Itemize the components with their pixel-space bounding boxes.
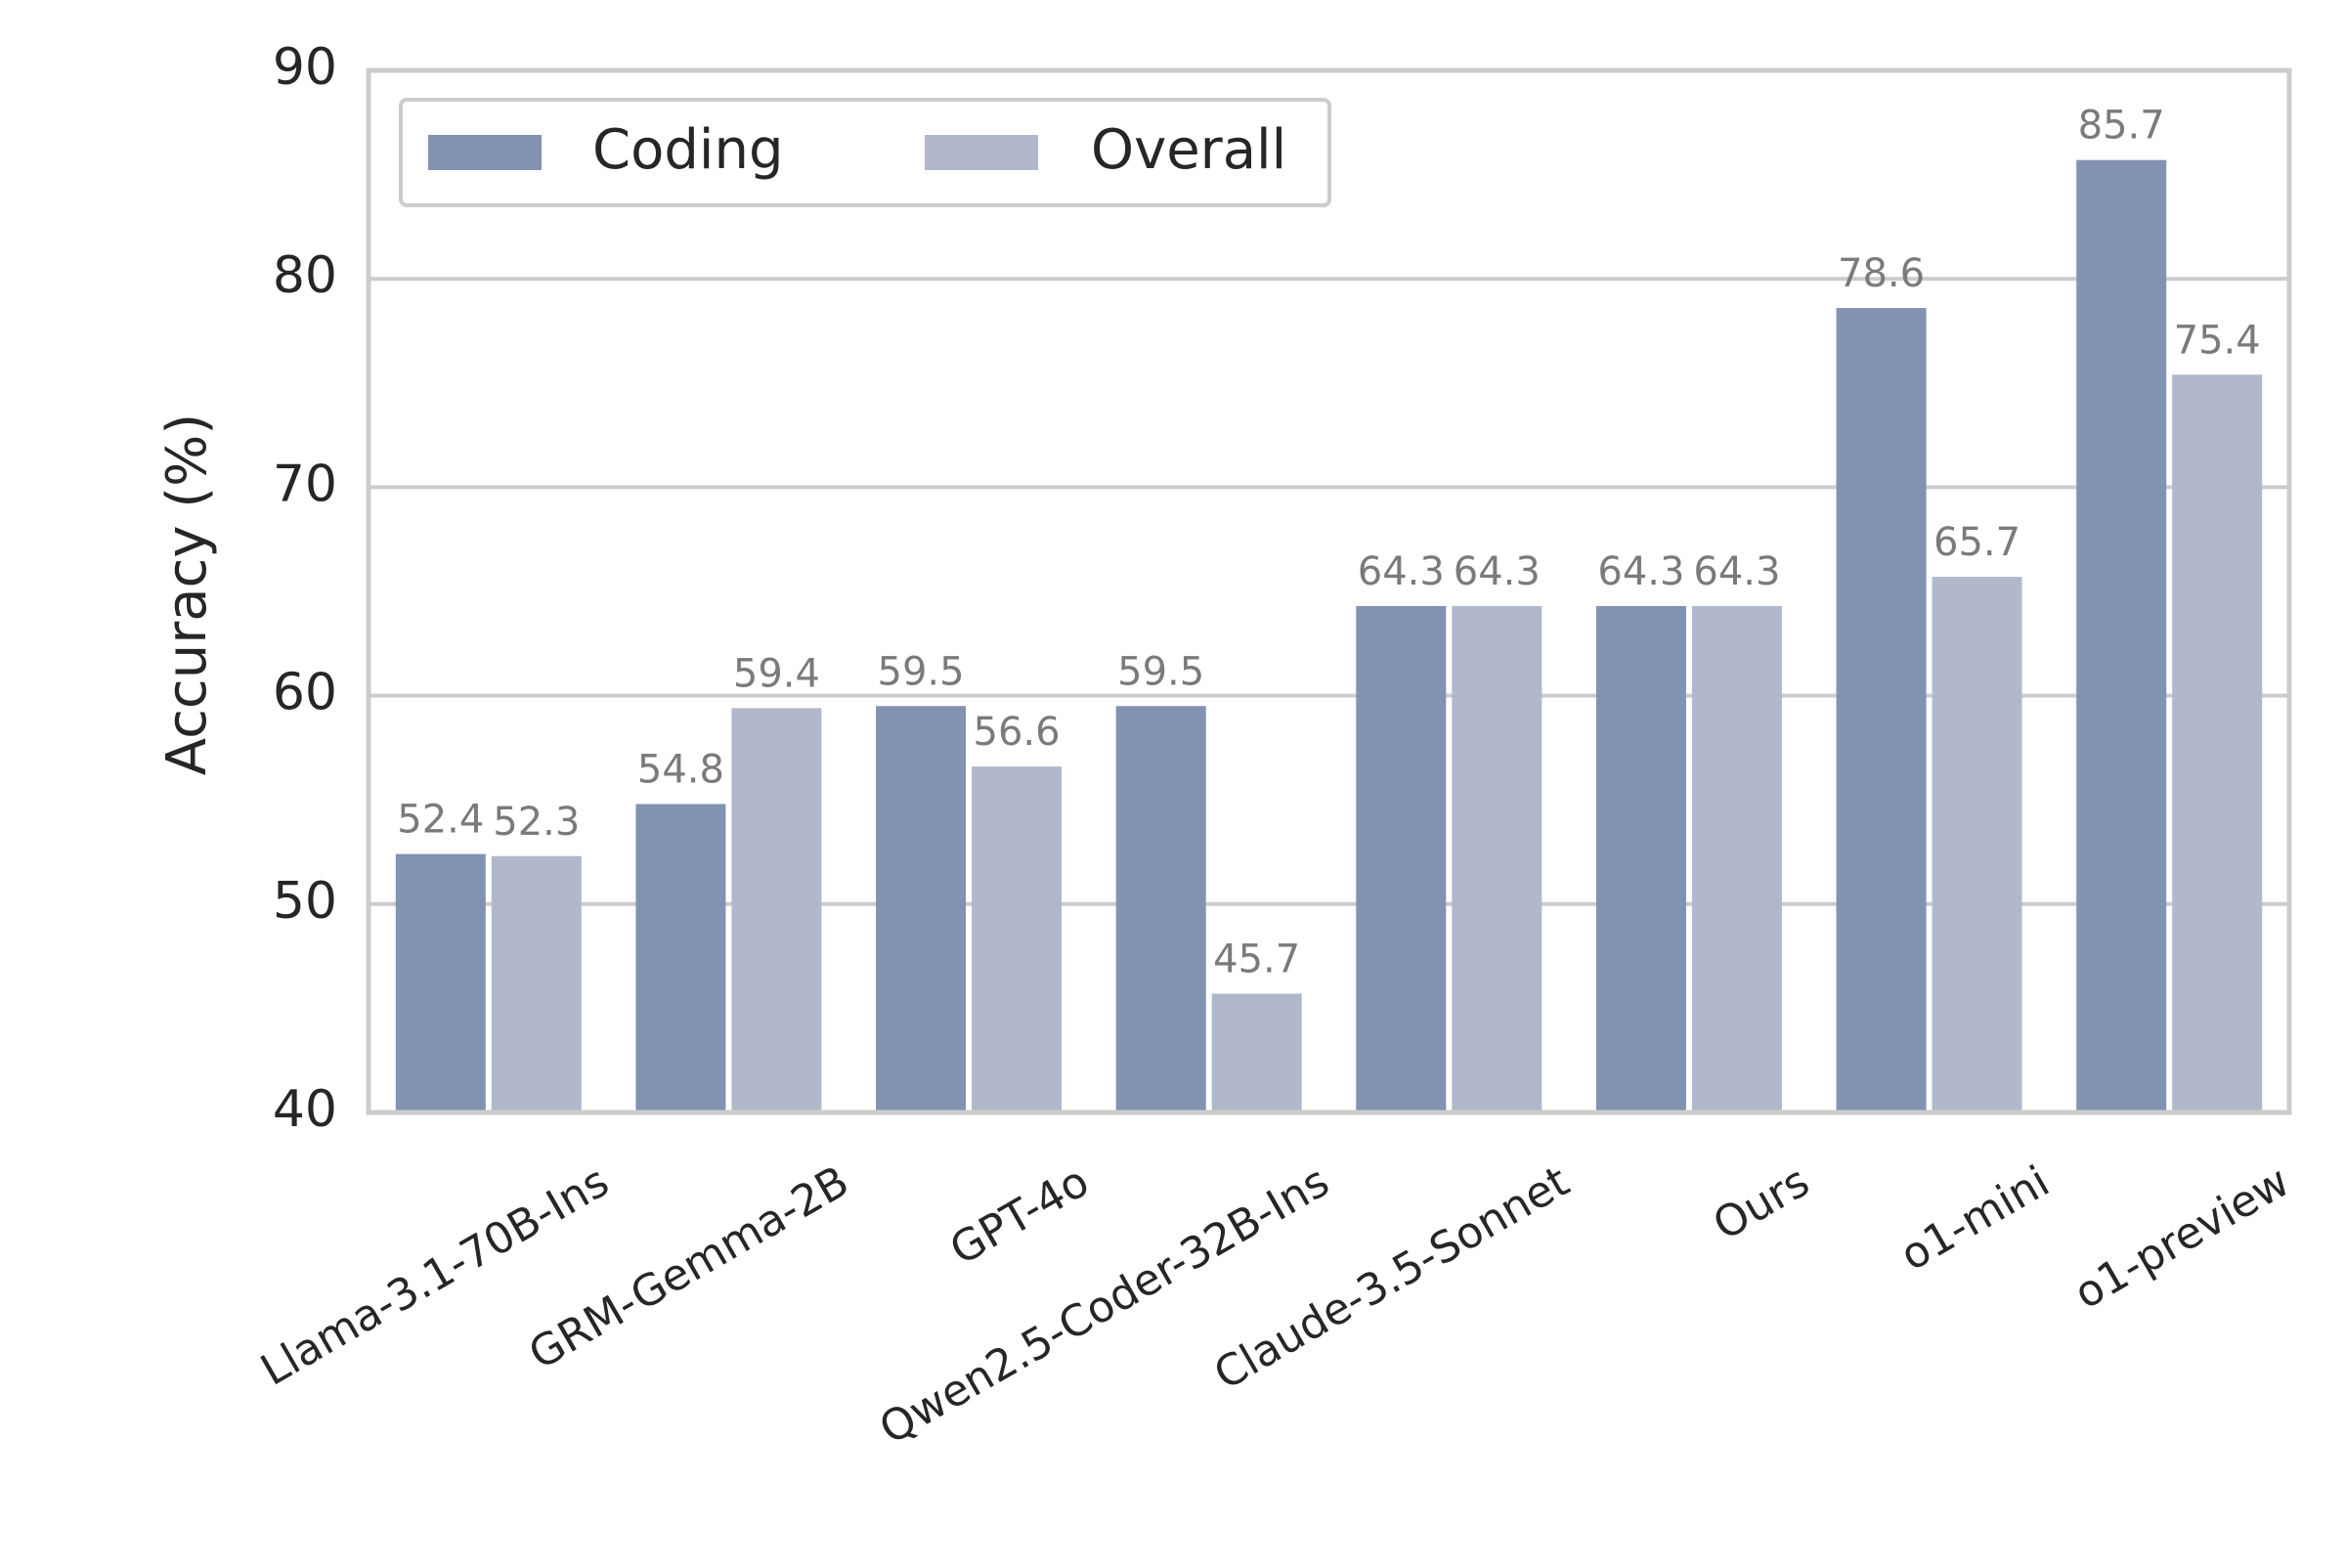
- bar-coding: [1595, 605, 1686, 1112]
- data-label: 64.3: [1693, 549, 1780, 594]
- legend-swatch-coding: [428, 135, 542, 170]
- legend-label-coding: Coding: [592, 118, 784, 182]
- bar-overall: [731, 708, 822, 1112]
- legend-label-overall: Overall: [1091, 118, 1286, 182]
- data-label: 78.6: [1838, 251, 1925, 296]
- plot-border: [366, 67, 2292, 1115]
- data-label: 52.4: [397, 798, 484, 843]
- bar-overall: [1452, 605, 1542, 1112]
- bar-coding: [1115, 706, 1206, 1112]
- bar-overall: [491, 855, 582, 1112]
- legend-swatch-overall: [925, 135, 1038, 170]
- bar-overall: [1691, 605, 1782, 1112]
- y-tick-label: 80: [273, 246, 337, 305]
- bar-coding: [635, 804, 726, 1112]
- data-label: 64.3: [1454, 549, 1541, 594]
- data-label: 75.4: [2174, 318, 2261, 363]
- bar-overall: [1932, 577, 2022, 1112]
- data-label: 59.5: [878, 649, 965, 694]
- bar-coding: [2076, 159, 2167, 1112]
- bar-overall: [2172, 374, 2263, 1113]
- bar-coding: [1356, 605, 1447, 1112]
- x-tick-label: o1-preview: [2066, 1156, 2298, 1319]
- bar-coding: [395, 853, 486, 1112]
- y-tick-label: 90: [273, 38, 337, 97]
- x-tick-label: GPT-4o: [941, 1156, 1097, 1275]
- bar-overall: [972, 766, 1063, 1112]
- bar-overall: [1211, 993, 1302, 1112]
- y-ticks: 40 50 60 70 80 90: [273, 38, 337, 1139]
- x-tick-label: Ours: [1705, 1156, 1817, 1250]
- y-tick-label: 40: [273, 1080, 337, 1139]
- x-tick-label: Qwen2.5-Coder-32B-Ins: [871, 1156, 1337, 1455]
- bar-coding: [1836, 308, 1927, 1113]
- data-label: 59.5: [1117, 649, 1204, 694]
- data-label: 65.7: [1933, 520, 2020, 565]
- y-tick-label: 70: [273, 455, 337, 513]
- data-label: 45.7: [1213, 936, 1300, 981]
- y-tick-label: 50: [273, 872, 337, 931]
- data-label: 64.3: [1358, 549, 1445, 594]
- y-axis-label: Accuracy (%): [155, 414, 219, 775]
- bar-coding: [876, 706, 967, 1112]
- data-label: 56.6: [974, 710, 1061, 755]
- plot-frame: [366, 67, 2292, 1115]
- y-tick-label: 60: [273, 664, 337, 722]
- bars: [395, 159, 2263, 1113]
- data-label: 64.3: [1597, 549, 1684, 594]
- data-label: 52.3: [493, 800, 580, 845]
- legend-box: [399, 98, 1331, 207]
- x-tick-label: o1-mini: [1892, 1156, 2058, 1281]
- data-label: 59.4: [733, 651, 820, 696]
- data-label: 54.8: [637, 747, 724, 792]
- data-labels: 52.454.859.5 59.564.3 64.378.685.752.359.4…: [397, 104, 2260, 982]
- legend: Coding Overall: [399, 98, 1331, 207]
- data-label: 85.7: [2078, 104, 2165, 149]
